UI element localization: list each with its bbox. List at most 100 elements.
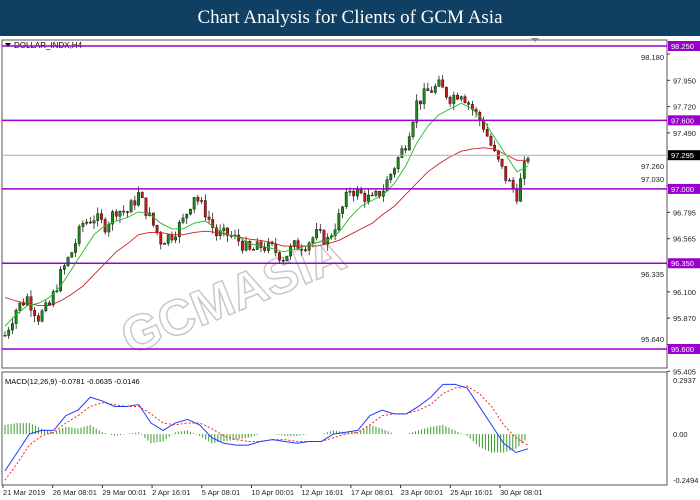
candle	[415, 100, 419, 123]
candle	[144, 197, 148, 216]
main-panel-frame	[1, 39, 668, 369]
candle	[207, 216, 211, 220]
time-tick-label: 23 Apr 00:01	[401, 488, 444, 497]
candle	[355, 189, 359, 197]
level-price-tag	[668, 115, 700, 126]
candle	[111, 211, 114, 225]
candle	[393, 168, 396, 175]
candle	[22, 302, 25, 306]
time-tick-label: 12 Apr 16:01	[301, 488, 344, 497]
candle	[315, 229, 318, 239]
macd-tick-label: 0.00	[673, 430, 688, 439]
candle	[259, 241, 263, 248]
candle	[163, 243, 166, 245]
time-tick-label: 10 Apr 00:01	[252, 488, 295, 497]
candle	[337, 213, 341, 231]
price-tick-label: 98.180	[641, 53, 664, 62]
candle	[274, 243, 278, 253]
price-tick-label: 95.640	[641, 335, 664, 344]
candle	[174, 236, 178, 241]
candle	[285, 255, 289, 262]
candle	[292, 240, 296, 247]
candle	[118, 210, 122, 217]
macd-panel-frame	[1, 371, 668, 486]
price-tick-label: 97.030	[641, 175, 664, 184]
candle	[467, 102, 471, 105]
candle	[370, 194, 374, 197]
candle	[192, 197, 196, 210]
current-price-label: 97.295	[671, 151, 694, 160]
candle	[244, 241, 248, 251]
candle	[77, 226, 81, 244]
candle	[489, 135, 493, 146]
candle	[289, 246, 293, 257]
candle	[504, 166, 508, 181]
candle	[155, 225, 159, 234]
slow-moving-average-line	[4, 147, 528, 307]
candle	[322, 230, 326, 245]
candle	[7, 329, 11, 336]
candle	[48, 302, 51, 306]
candle	[444, 87, 448, 98]
shift-marker-icon	[531, 38, 539, 42]
candle	[363, 192, 367, 202]
candle	[511, 179, 515, 190]
candle	[129, 200, 133, 213]
candle	[359, 189, 363, 194]
macd-tick-label: 0.2937	[673, 376, 696, 385]
candle	[18, 302, 22, 311]
candle	[215, 227, 218, 237]
level-price-label: 97.600	[671, 116, 694, 125]
fast-moving-average-line	[4, 102, 529, 327]
page-title: Chart Analysis for Clients of GCM Asia	[0, 0, 700, 36]
candle	[44, 302, 48, 312]
macd-tick-label: -0.2494	[673, 476, 698, 485]
candle	[170, 234, 174, 241]
time-tick-label: 17 Apr 08:01	[351, 488, 394, 497]
candle	[185, 213, 189, 219]
candle	[519, 178, 522, 202]
candle	[367, 194, 370, 202]
candle	[248, 241, 252, 250]
candle	[459, 96, 463, 100]
candle	[344, 191, 348, 208]
candle	[189, 208, 192, 215]
candle	[452, 94, 456, 104]
level-price-label: 98.250	[671, 42, 694, 51]
price-tick-label: 96.565	[673, 235, 696, 244]
candle	[81, 223, 85, 227]
candle	[237, 234, 241, 242]
candle	[396, 157, 400, 169]
price-chart[interactable]: DOLLAR_INDX,H4GCMASIA98.18097.95097.7209…	[0, 36, 700, 500]
price-tick-label: 96.795	[673, 208, 696, 217]
price-tick-label: 97.260	[641, 162, 664, 171]
candle	[203, 200, 207, 218]
candle	[62, 265, 66, 270]
candle	[85, 221, 89, 224]
candle	[463, 96, 467, 103]
dropdown-triangle-icon	[5, 43, 11, 47]
candle	[107, 223, 111, 233]
candle	[14, 310, 18, 324]
price-tick-label: 97.950	[673, 76, 696, 85]
candle	[433, 85, 437, 93]
candle	[430, 90, 433, 93]
candle	[66, 257, 70, 266]
candle	[200, 200, 203, 202]
candle	[211, 219, 215, 228]
candle	[252, 249, 255, 251]
candle	[419, 100, 422, 105]
candle	[177, 222, 181, 238]
candle	[522, 161, 526, 179]
candle	[114, 211, 118, 217]
candle	[137, 192, 140, 206]
candle	[307, 242, 311, 251]
price-tick-label: 95.870	[673, 314, 696, 323]
candle	[240, 240, 244, 251]
time-tick-label: 25 Apr 16:01	[450, 488, 493, 497]
level-price-label: 96.350	[671, 259, 694, 268]
time-tick-label: 26 Mar 08:01	[53, 488, 97, 497]
candle	[151, 212, 155, 226]
candle	[311, 237, 315, 244]
candle	[411, 121, 415, 137]
